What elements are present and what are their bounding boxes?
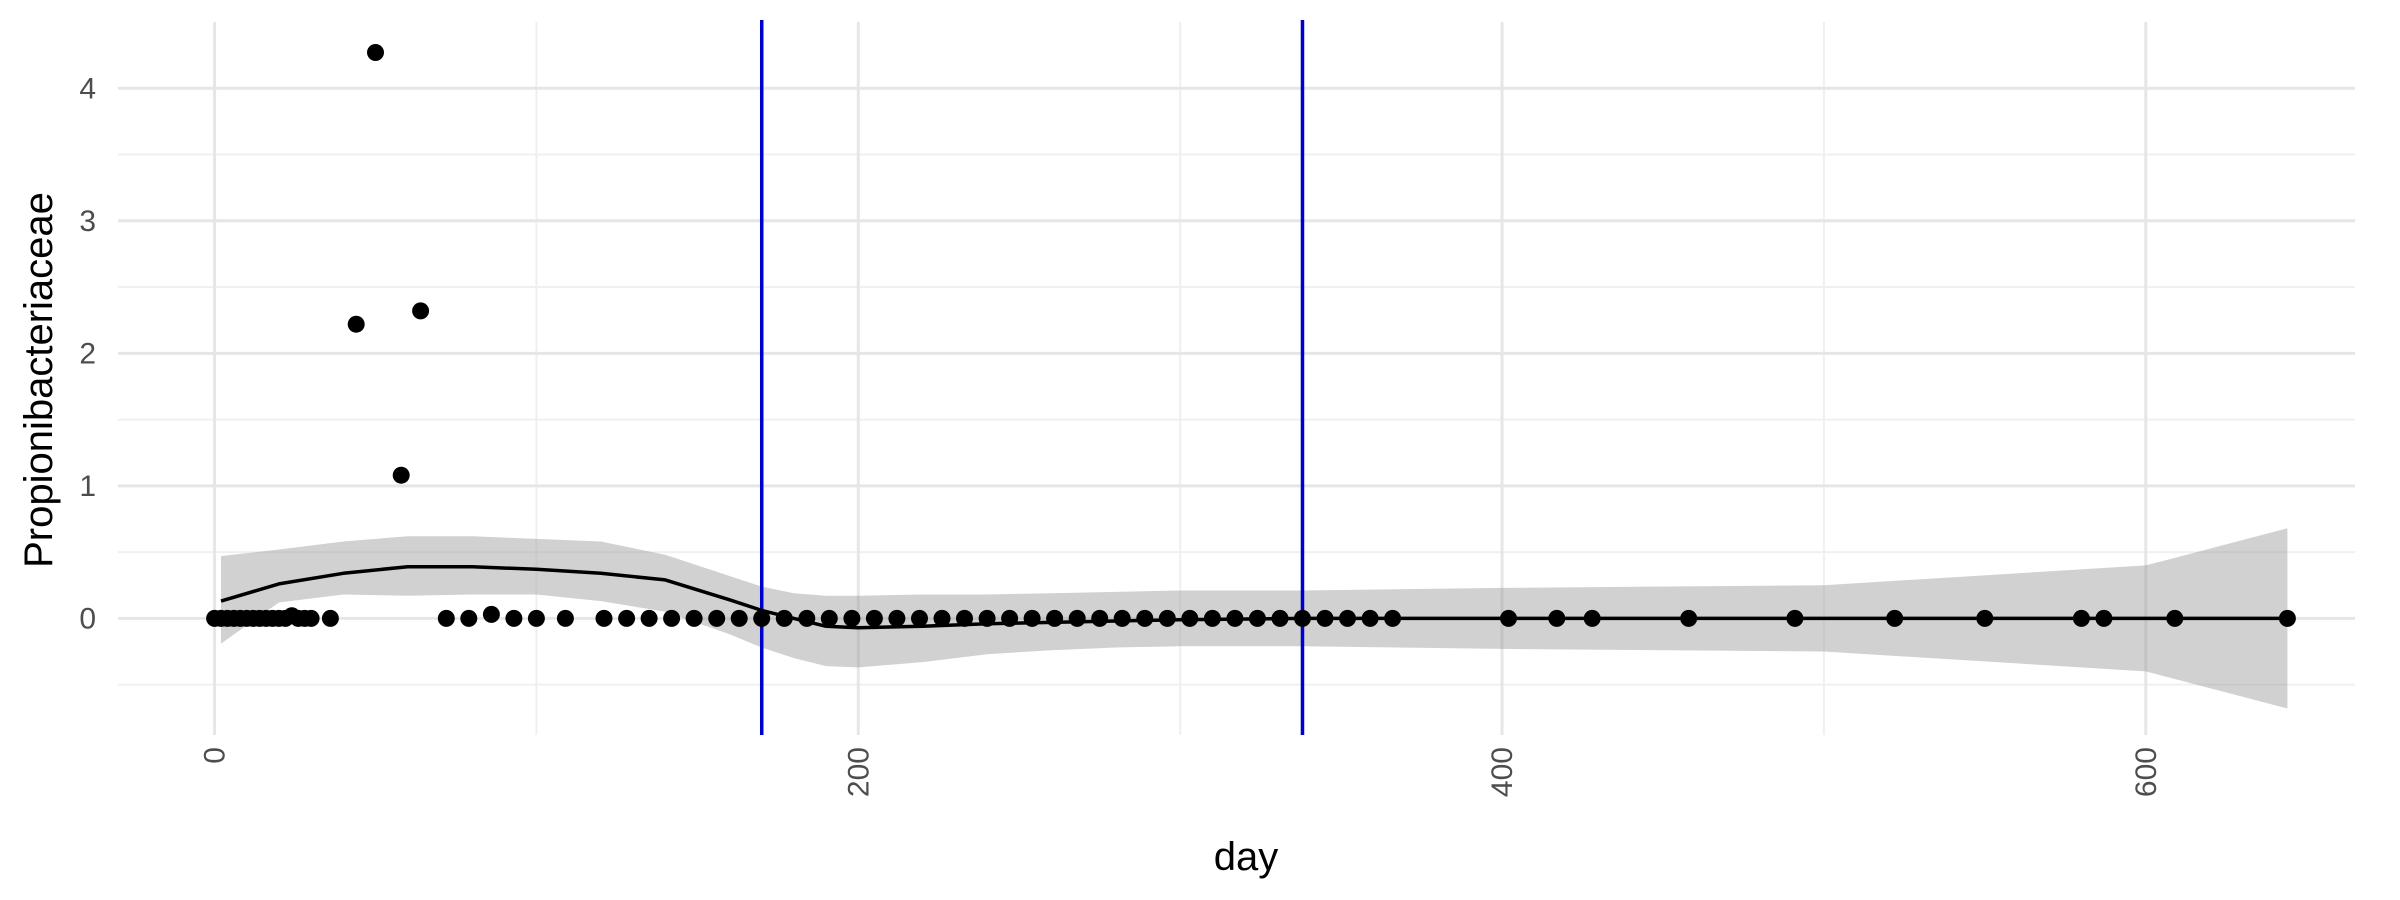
data-point [1226,609,1244,627]
data-point [2278,609,2296,627]
data-point [730,609,748,627]
data-point [2166,609,2184,627]
data-point [505,609,523,627]
data-point [1583,609,1601,627]
data-point [1181,609,1199,627]
data-point [663,609,681,627]
data-point [1680,609,1698,627]
point-layer [206,44,2296,627]
data-point [618,609,636,627]
data-point [460,609,478,627]
data-point [1361,609,1379,627]
x-tick-label: 400 [1486,747,1519,797]
data-point [595,609,613,627]
y-tick-label: 4 [79,72,96,105]
data-point [1786,609,1804,627]
data-point [1248,609,1266,627]
data-point [640,609,658,627]
y-tick-label: 3 [79,205,96,238]
data-point [798,609,816,627]
data-point [1886,609,1904,627]
data-point [685,609,703,627]
y-axis-title: Propionibacteriaceae [17,192,61,568]
data-point [556,609,574,627]
data-point [1068,609,1086,627]
data-point [1548,609,1566,627]
data-point [367,44,384,61]
data-point [708,609,726,627]
data-point [392,466,410,484]
data-point [2095,609,2113,627]
data-point [1158,609,1176,627]
data-point [527,609,545,627]
data-point [978,609,996,627]
data-point [1384,609,1402,627]
data-point [775,609,793,627]
data-point [2072,609,2090,627]
data-point [412,302,430,320]
data-point [347,315,365,333]
data-point [302,609,320,627]
data-point [1339,609,1356,627]
data-point [1500,609,1517,627]
y-tick-labels: 0 1 2 3 4 [79,72,96,635]
y-tick-label: 2 [79,337,96,370]
data-point [956,609,973,627]
data-point [437,609,455,627]
data-point [1203,609,1221,627]
data-point [482,605,500,623]
data-point [1271,609,1289,627]
data-point [888,609,906,627]
data-point [933,609,951,627]
data-point [1136,609,1154,627]
data-point [753,609,771,627]
data-point [1294,609,1311,627]
data-point [865,609,883,627]
data-point [1976,609,1994,627]
y-tick-label: 1 [79,470,96,503]
y-tick-label: 0 [79,602,96,635]
x-tick-labels: 0 200 400 600 [199,747,2163,797]
x-tick-label: 600 [2130,747,2163,797]
x-axis-title: day [1214,835,1279,879]
data-point [820,609,838,627]
data-point [321,609,339,627]
x-tick-label: 200 [842,747,875,797]
x-tick-label: 0 [199,747,232,764]
data-point [1046,609,1064,627]
data-point [1023,609,1041,627]
data-point [1316,609,1334,627]
data-point [911,609,928,627]
data-point [843,609,861,627]
data-point [1001,609,1019,627]
grid-minor [118,22,2355,735]
data-point [1091,609,1109,627]
data-point [1113,609,1131,627]
